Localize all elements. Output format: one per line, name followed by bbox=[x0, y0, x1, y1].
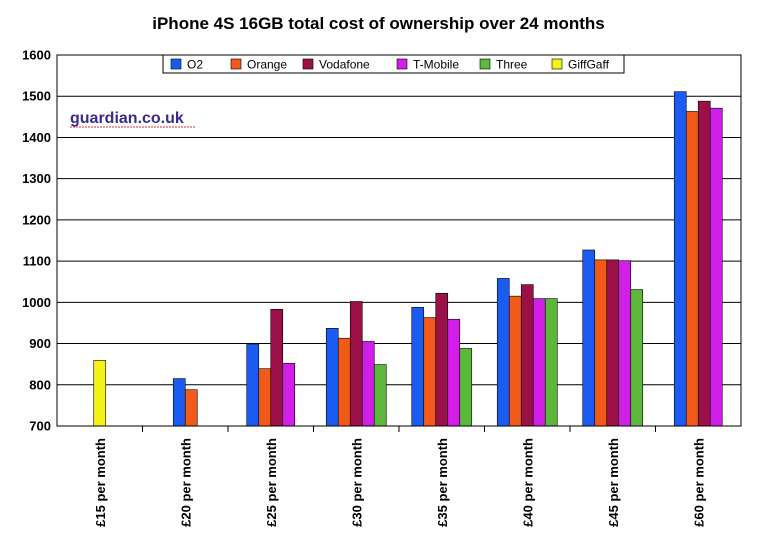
bar-o2 bbox=[673, 91, 687, 427]
bar-vodafone bbox=[520, 284, 534, 427]
y-tick-label: 1500 bbox=[22, 89, 51, 104]
y-tick-label: 700 bbox=[29, 419, 51, 434]
bar-vodafone bbox=[270, 309, 284, 427]
y-tick-label: 1400 bbox=[22, 130, 51, 145]
bar-three bbox=[630, 289, 644, 427]
bar-t-mobile bbox=[532, 298, 546, 427]
x-tick-label: £15 per month bbox=[93, 438, 108, 527]
bar-three bbox=[373, 364, 387, 427]
bar-vodafone bbox=[435, 292, 449, 427]
bar-orange bbox=[594, 259, 608, 427]
y-tick-label: 1100 bbox=[23, 254, 51, 269]
bar-orange bbox=[184, 389, 198, 427]
legend-swatch bbox=[396, 58, 408, 70]
watermark-label[interactable]: guardian.co.uk bbox=[70, 110, 184, 127]
legend-label: T-Mobile bbox=[413, 58, 459, 72]
bar-vodafone bbox=[349, 301, 363, 427]
y-tick-label: 1000 bbox=[22, 295, 51, 310]
bar-o2 bbox=[172, 378, 186, 427]
x-axis: £15 per month £20 per month £25 per month £… bbox=[93, 426, 706, 527]
bar-o2 bbox=[496, 278, 510, 427]
bar-t-mobile bbox=[618, 260, 632, 427]
bar-o2 bbox=[246, 343, 260, 427]
y-tick-label: 800 bbox=[29, 377, 51, 392]
legend-label: O2 bbox=[187, 58, 203, 72]
bar-three bbox=[544, 298, 558, 427]
bar-t-mobile bbox=[447, 318, 461, 427]
y-tick-label: 900 bbox=[29, 336, 51, 351]
legend-label: Three bbox=[496, 58, 528, 72]
bar-three bbox=[459, 348, 473, 427]
legend-label: Orange bbox=[247, 58, 287, 72]
chart-title: iPhone 4S 16GB total cost of ownership o… bbox=[152, 14, 605, 33]
x-tick-label: £45 per month bbox=[606, 438, 621, 527]
bar-t-mobile bbox=[709, 107, 723, 427]
legend-box bbox=[162, 54, 625, 74]
legend-swatch bbox=[170, 58, 182, 70]
x-tick-label: £30 per month bbox=[349, 438, 364, 527]
legend-swatch bbox=[302, 58, 314, 70]
legend-swatch bbox=[551, 58, 563, 70]
y-tick-label: 1600 bbox=[22, 48, 51, 63]
x-tick-label: £35 per month bbox=[435, 438, 450, 527]
x-tick-label: £20 per month bbox=[178, 438, 193, 527]
bar-vodafone bbox=[606, 259, 620, 427]
x-tick-label: £40 per month bbox=[520, 438, 535, 527]
bar-t-mobile bbox=[361, 341, 375, 427]
legend-swatch bbox=[479, 58, 491, 70]
legend-label: GiffGaff bbox=[568, 58, 610, 72]
legend-swatch bbox=[230, 58, 242, 70]
bar-orange bbox=[258, 368, 272, 427]
y-axis: 700 800 900 1000 1100 1200 1300 1400 1500 1600 bbox=[22, 48, 51, 434]
bars bbox=[93, 91, 723, 427]
bar-t-mobile bbox=[282, 363, 296, 427]
x-tick-label: £60 per month bbox=[691, 438, 706, 527]
y-tick-label: 1200 bbox=[22, 212, 51, 227]
bar-orange bbox=[337, 337, 351, 427]
bar-vodafone bbox=[697, 100, 711, 427]
bar-giffgaff bbox=[93, 360, 107, 427]
bar-orange bbox=[685, 111, 699, 427]
bar-o2 bbox=[582, 249, 596, 427]
legend: O2 Orange Vodafone T-Mobile Three GiffGaff bbox=[162, 54, 625, 74]
legend-label: Vodafone bbox=[319, 58, 370, 72]
bar-orange bbox=[423, 317, 437, 427]
x-tick-label: £25 per month bbox=[264, 438, 279, 527]
bar-o2 bbox=[325, 328, 339, 427]
y-tick-label: 1300 bbox=[22, 171, 51, 186]
bar-o2 bbox=[411, 306, 425, 427]
bar-orange bbox=[508, 295, 522, 427]
